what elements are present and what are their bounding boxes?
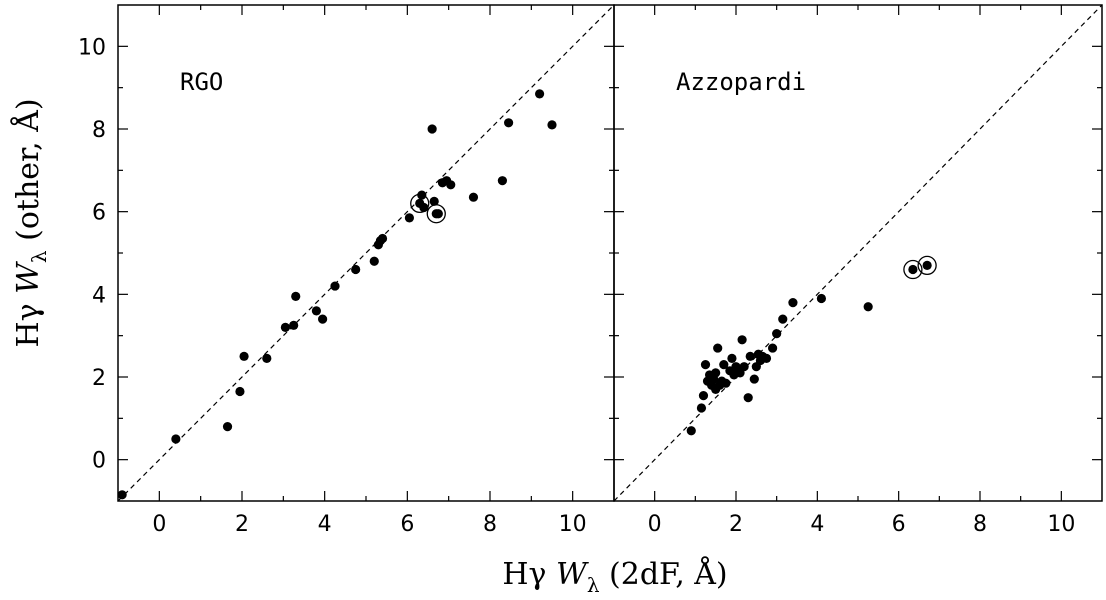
data-point [711,368,721,378]
y-tick-label: 4 [92,283,106,308]
panel-label: RGO [180,68,223,96]
data-point [280,322,290,332]
panel-label: Azzopardi [676,68,806,96]
data-point [291,291,301,301]
data-point [222,422,233,432]
data-point [745,351,755,361]
x-tick-label: 8 [973,512,987,537]
data-point [700,360,711,370]
x-tick-label: 10 [1047,512,1075,537]
x-axis-label: Hγ Wλ (2dF, Å) [502,556,727,597]
data-point [922,260,932,270]
data-point [816,293,827,304]
panel-1: 0 2 4 6 8 10 0 2 4 6 8 10 RGO [78,4,615,537]
data-point [351,264,361,275]
data-point [318,314,328,324]
x-tick-label: 4 [318,512,332,537]
data-point [739,362,749,372]
x-tick-label: 6 [400,512,414,537]
data-point [908,264,918,275]
highlight-ring [426,204,446,224]
data-point [749,374,759,384]
data-point [330,281,340,291]
data-point [427,124,437,134]
data-point [737,335,747,345]
y-tick-label: 6 [92,201,106,226]
panels: 0 2 4 6 8 10 0 2 4 6 8 10 RGO 0 2 4 6 8 10 Azzopardi [78,4,1103,537]
x-tick-label: 2 [729,512,743,537]
x-axis-label-w: W [556,557,589,592]
data-point [171,434,181,444]
y-tick-label: 10 [78,35,106,60]
data-point [698,391,709,401]
x-tick-label: 8 [483,512,497,537]
x-tick-label: 4 [810,512,824,537]
y-tick-label: 0 [92,449,106,474]
data-point [239,351,249,361]
y-tick-label: 8 [92,118,106,143]
data-point [117,490,127,500]
x-tick-label: 6 [892,512,906,537]
y-axis-label-w: W [11,261,46,294]
data-point [696,403,707,413]
y-axis-label-main: Hγ [11,294,46,348]
data-point [721,378,731,388]
data-point [686,426,696,436]
data-point [404,213,414,223]
x-tick-label: 10 [559,512,587,537]
data-point [262,353,272,363]
data-point [768,343,778,353]
data-point [863,302,873,312]
x-axis-label-main: Hγ [502,557,556,592]
y-axis-label: Hγ Wλ (other, Å) [10,98,51,347]
data-point [235,386,245,397]
data-point [497,176,507,186]
data-point [429,196,439,206]
highlight-ring [410,193,430,214]
one-to-one-line [613,4,1103,502]
data-point [743,393,753,403]
data-point [504,118,514,128]
data-point [713,343,723,353]
data-point [446,180,456,190]
data-point [369,256,379,266]
x-tick-label: 0 [648,512,662,537]
data-point [377,233,388,244]
data-point [719,360,729,370]
data-point [289,320,299,330]
x-tick-label: 2 [235,512,249,537]
data-point [778,314,788,324]
y-tick-label: 2 [92,366,106,391]
panel-2: 0 2 4 6 8 10 Azzopardi [613,4,1103,537]
x-tick-label: 0 [152,512,166,537]
x-axis-label-rest: (2dF, Å) [600,556,728,592]
data-point [311,306,321,316]
x-axis-label-sub: λ [587,573,600,597]
highlight-ring [903,259,923,280]
data-point [433,209,443,219]
data-point [788,298,798,308]
data-point [547,120,557,130]
y-axis-label-rest: (other, Å) [10,98,46,250]
data-point [761,353,772,363]
data-point [727,353,737,363]
data-point [772,329,782,339]
y-axis-label-sub: λ [27,250,51,263]
data-point [468,192,479,202]
data-point [535,89,545,99]
highlight-ring [917,255,937,276]
